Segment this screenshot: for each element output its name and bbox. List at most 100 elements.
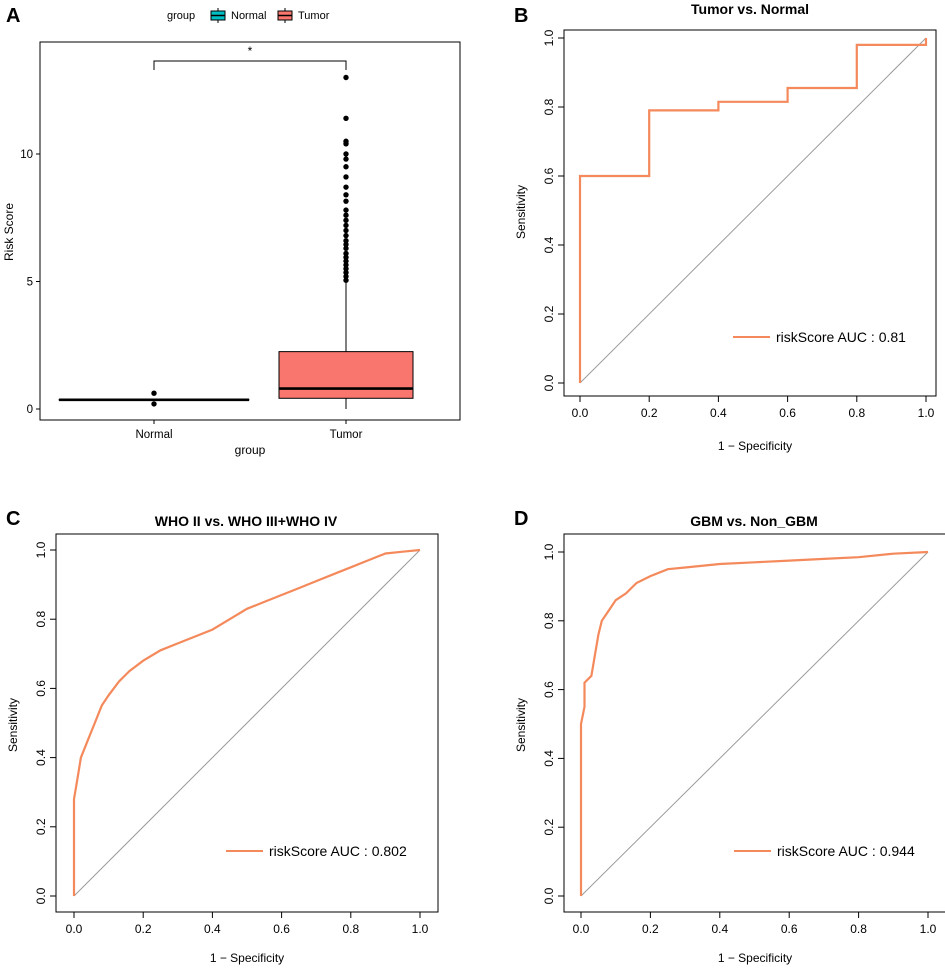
diagonal-reference-line — [580, 551, 929, 897]
outlier-point-tumor — [343, 174, 349, 180]
x-tick-label: 0.2 — [641, 406, 658, 420]
panel-a-boxplot: group Normal Tumor 0 5 10 * Normal Tumor g… — [2, 8, 461, 457]
panel-c-legend-label: riskScore AUC : 0.802 — [269, 843, 407, 859]
roc-curve-line — [578, 38, 928, 383]
x-tick-label: 1.0 — [412, 922, 429, 936]
y-tick-label: 0.6 — [542, 681, 556, 698]
panel-b-roc: Tumor vs. Normal 1 − Specificity Sensiti… — [514, 1, 937, 453]
x-tick-label: 0.8 — [850, 922, 867, 936]
panel-a-frame — [39, 41, 461, 421]
x-tick-label: 0.2 — [135, 922, 152, 936]
panel-b-y-axis-label: Sensitivity — [514, 185, 528, 239]
x-tick-label: 0.0 — [66, 922, 83, 936]
outlier-point-normal — [151, 401, 157, 407]
y-tick-label: 0.4 — [542, 750, 556, 767]
panel-c-x-axis-label: 1 − Specificity — [210, 951, 284, 965]
x-tick-label: 0.4 — [711, 922, 728, 936]
panel-a-legend: group Normal Tumor — [167, 8, 330, 23]
outlier-point-tumor — [343, 212, 349, 218]
x-tick-label: 0.0 — [572, 406, 589, 420]
legend-label-tumor: Tumor — [298, 10, 330, 22]
legend-label-normal: Normal — [231, 10, 266, 22]
outlier-point-tumor — [343, 115, 349, 122]
outlier-point-tumor — [343, 227, 349, 234]
outlier-point-tumor — [343, 222, 349, 229]
y-tick-label: 0.8 — [542, 98, 556, 115]
x-tick-label: 0.4 — [204, 922, 221, 936]
x-tick-label: 0.4 — [710, 406, 727, 420]
y-tick-label: 0.6 — [34, 680, 48, 697]
roc-curve-line — [72, 548, 421, 896]
diagonal-reference-line — [579, 37, 927, 384]
y-tick-label: 1.0 — [34, 541, 48, 558]
x-tick-label-tumor: Tumor — [330, 429, 363, 441]
outlier-point-tumor — [343, 269, 349, 276]
panel-b-legend-label: riskScore AUC : 0.81 — [776, 329, 906, 345]
y-tick-label: 0.2 — [542, 305, 556, 322]
legend-key-normal — [210, 8, 226, 23]
outlier-point-tumor — [343, 273, 349, 280]
y-tick-label: 0.4 — [542, 236, 556, 253]
outlier-point-tumor — [343, 192, 349, 198]
x-tick-label: 1.0 — [920, 922, 937, 936]
outlier-point-tumor — [343, 250, 349, 257]
outlier-point-tumor — [343, 238, 349, 244]
x-tick-label: 0.2 — [642, 922, 659, 936]
outlier-point-tumor — [343, 232, 349, 239]
y-tick-label: 1.0 — [542, 543, 556, 560]
panel-c-y-axis-label: Sensitivity — [6, 698, 20, 752]
outlier-point-tumor — [343, 74, 349, 81]
legend-key-tumor — [277, 8, 293, 23]
y-tick-label: 0.2 — [542, 819, 556, 836]
outlier-point-tumor — [343, 207, 349, 213]
outlier-point-normal — [151, 390, 157, 396]
panel-letter-d: D — [514, 508, 528, 530]
panel-d-x-axis-label: 1 − Specificity — [718, 951, 792, 965]
y-tick-label: 0.8 — [542, 612, 556, 629]
outlier-point-tumor — [343, 254, 349, 260]
panel-c-roc: WHO II vs. WHO III+WHO IV 1 − Specificit… — [6, 513, 439, 965]
significance-bracket — [153, 60, 347, 70]
panel-b-plot-area: 0.0 0.2 0.4 0.6 0.8 1.0 0.0 0.2 0.4 0.6 0.8 1.0 — [542, 29, 935, 420]
roc-curve-line — [579, 550, 929, 896]
panel-letter-b: B — [514, 5, 528, 27]
panel-c-title: WHO II vs. WHO III+WHO IV — [155, 513, 338, 529]
outlier-point-tumor — [343, 164, 349, 170]
y-tick-label: 0.2 — [34, 818, 48, 835]
panel-a-x-axis-label: group — [235, 443, 266, 457]
y-tick-label: 0.0 — [542, 887, 556, 904]
outlier-point-tumor — [343, 156, 349, 162]
outlier-point-tumor — [343, 262, 349, 268]
significance-star: * — [248, 44, 253, 58]
y-tick-label: 0.0 — [542, 374, 556, 391]
panel-letter-c: C — [6, 508, 20, 530]
panel-d-legend-label: riskScore AUC : 0.944 — [777, 843, 915, 859]
outlier-point-tumor — [343, 258, 349, 264]
y-tick-label: 0.8 — [34, 611, 48, 628]
panel-d-title: GBM vs. Non_GBM — [690, 513, 818, 529]
outlier-point-tumor — [343, 138, 349, 144]
y-tick-label: 0.4 — [34, 749, 48, 766]
outlier-point-tumor — [343, 151, 349, 157]
panel-b-x-axis-label: 1 − Specificity — [718, 439, 792, 453]
box-tumor — [278, 351, 414, 399]
outlier-point-tumor — [343, 241, 349, 248]
panel-a-y-axis-label: Risk Score — [2, 203, 16, 261]
diagonal-reference-line — [73, 549, 421, 897]
y-tick-label: 0 — [27, 404, 33, 416]
panel-a-plot-area: 0 5 10 — [20, 74, 414, 424]
x-tick-label-normal: Normal — [135, 429, 172, 441]
panel-d-plot-area: 0.0 0.2 0.4 0.6 0.8 1.0 0.0 0.2 0.4 0.6 0.8 1.0 — [542, 543, 937, 936]
y-tick-label: 1.0 — [542, 29, 556, 46]
y-tick-label: 5 — [27, 277, 33, 289]
outlier-point-tumor — [343, 245, 349, 252]
panel-c-plot-area: 0.0 0.2 0.4 0.6 0.8 1.0 0.0 0.2 0.4 0.6 0.8 1.0 — [34, 541, 429, 936]
outlier-point-tumor — [343, 217, 349, 223]
outlier-point-tumor — [343, 277, 349, 283]
outlier-point-tumor — [343, 184, 349, 190]
panel-letter-a: A — [6, 5, 20, 27]
x-tick-label: 0.6 — [781, 922, 798, 936]
panel-a-legend-title: group — [167, 10, 195, 22]
